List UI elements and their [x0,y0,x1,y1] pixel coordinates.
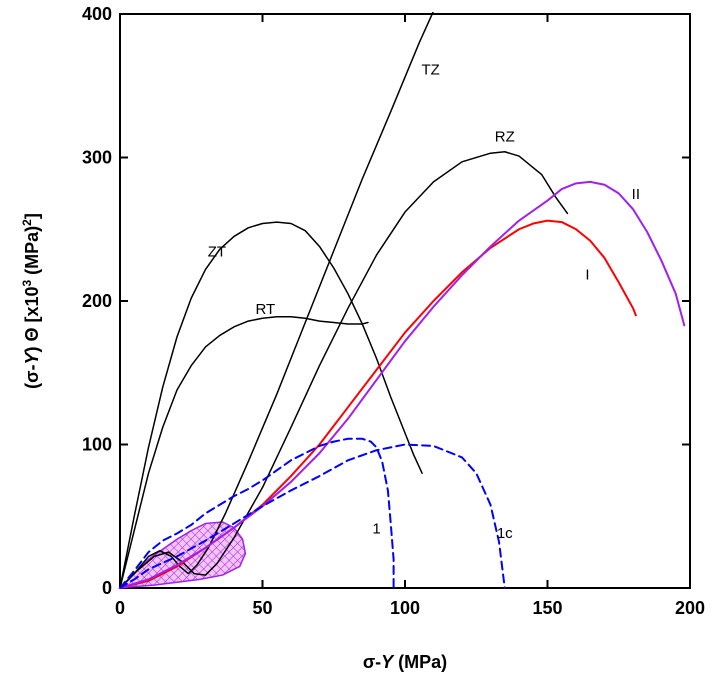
y-tick-label: 400 [82,4,112,24]
plot-frame [119,13,691,589]
x-tick-label: 0 [115,598,125,618]
x-tick-label: 100 [390,598,420,618]
series-group [120,12,686,589]
series-line-rz [120,151,569,589]
x-tick-label: 150 [532,598,562,618]
y-tick-label: 100 [82,435,112,455]
series-line-ii [120,180,686,589]
series-line-rt [120,316,369,589]
x-tick-label: 200 [675,598,705,618]
y-tick-label: 300 [82,148,112,168]
annotation-rz: RZ [495,129,515,146]
series-line-zt [120,221,423,589]
series-line-1 [120,437,395,589]
annotation-1: 1 [372,520,380,537]
y-tick-label: 0 [102,578,112,598]
x-tick-label: 50 [252,598,272,618]
annotation-rt: RT [255,301,275,318]
annotation-i: I [585,266,589,283]
series-line-tz [120,12,434,589]
annotation-tz: TZ [421,61,439,78]
y-tick-label: 200 [82,291,112,311]
x-axis-title: σ-Y (MPa) [363,652,447,672]
annotation-zt: ZT [208,244,226,261]
annotation-ii: II [632,186,640,203]
y-axis-title: (σ-Y) Θ [x103 (MPa)2] [20,213,42,389]
axis-ticks: 0 50 100 150 200 0 100 200 300 400 [82,4,705,618]
series-line-1c [120,443,506,589]
annotation-1c: 1c [497,525,513,542]
annotations: TZ RZ II ZT RT I 1 1c [208,61,640,542]
